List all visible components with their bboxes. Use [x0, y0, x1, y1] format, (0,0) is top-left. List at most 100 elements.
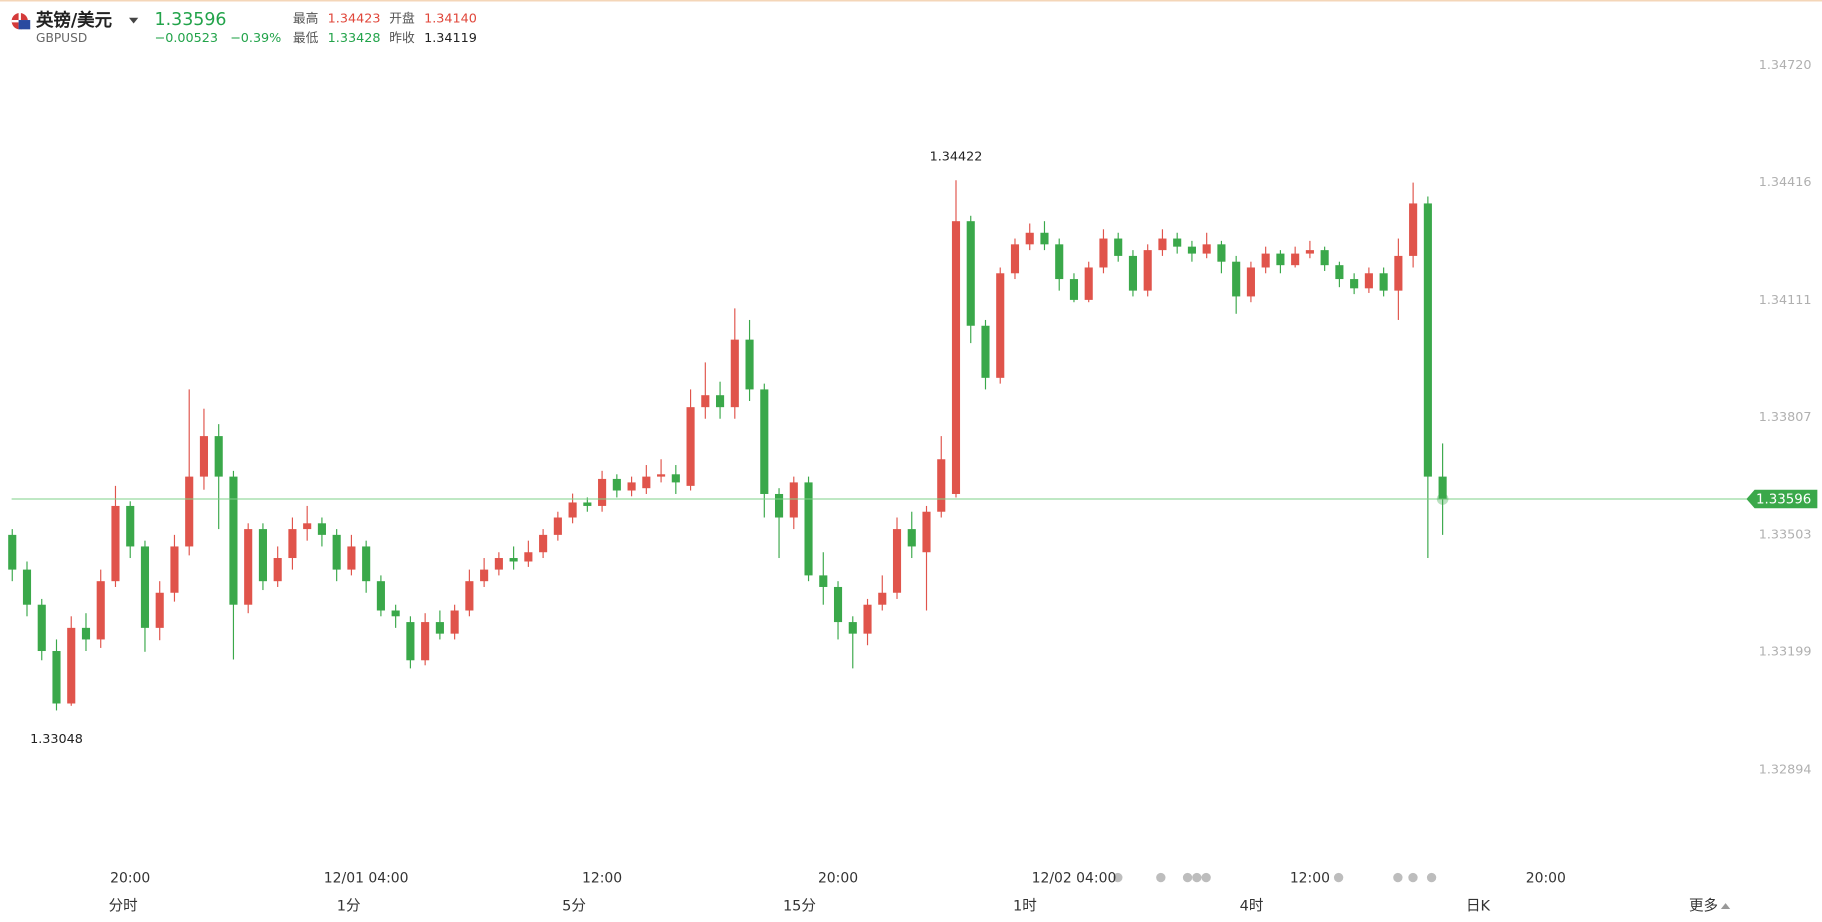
candle-body	[303, 523, 312, 530]
candle-body	[1409, 203, 1418, 256]
period-tab[interactable]: 1时	[1013, 898, 1037, 915]
candle-body	[1173, 238, 1182, 247]
candle-body	[612, 478, 621, 491]
candle-body	[421, 622, 430, 661]
candle-body	[892, 529, 902, 593]
candle-body	[1055, 244, 1064, 280]
candle-body	[1379, 273, 1388, 291]
candle-body	[922, 511, 931, 553]
candle-body	[450, 610, 459, 634]
candle-body	[480, 569, 489, 582]
candle-body	[170, 546, 179, 593]
candle-body	[863, 604, 872, 634]
candle-body	[1069, 279, 1079, 300]
change-pct: −0.39%	[230, 31, 281, 46]
stat-value: 1.34423	[328, 11, 381, 26]
candle-body	[716, 395, 725, 408]
candle-body	[362, 546, 371, 582]
candle-body	[22, 569, 32, 605]
candle-body	[1010, 244, 1020, 274]
candle-body	[126, 505, 135, 547]
x-tick-label: 12/02 04:00	[1032, 871, 1117, 887]
candle-body	[937, 459, 946, 512]
candle-body	[347, 546, 356, 570]
candle-body	[789, 482, 798, 518]
last-price-glow	[1436, 493, 1449, 505]
period-tab[interactable]: 日K	[1466, 899, 1491, 915]
dropdown-arrow[interactable]	[128, 17, 139, 24]
candle-body	[1423, 203, 1432, 477]
y-tick-label: 1.33199	[1759, 645, 1812, 660]
candle-body	[774, 493, 784, 518]
candle-body	[1084, 267, 1093, 300]
stat-label: 最高	[293, 10, 319, 26]
high-annotation: 1.34422	[930, 150, 983, 165]
candle-body	[553, 517, 562, 535]
period-tab[interactable]: 更多	[1689, 898, 1718, 915]
y-tick-label: 1.33503	[1759, 527, 1812, 542]
candle-body	[804, 482, 813, 576]
event-markers	[1113, 872, 1437, 883]
candle-body	[435, 622, 444, 634]
period-tab[interactable]: 1分	[337, 898, 361, 915]
candle-body	[568, 502, 577, 518]
candle-body	[671, 474, 680, 483]
candle-body	[981, 325, 990, 378]
period-tabs: 分时 1分 5分 15分 1时 4时 日K 更多	[109, 898, 1731, 915]
candle-body	[273, 558, 282, 582]
y-tick-label: 1.32894	[1759, 762, 1812, 777]
candle-body	[1320, 250, 1329, 266]
candle-body	[1128, 255, 1138, 291]
x-tick-label: 20:00	[1526, 871, 1566, 887]
candle-body	[1232, 261, 1241, 297]
more-arrow[interactable]	[1720, 903, 1731, 909]
x-tick-label: 12/01 04:00	[324, 871, 409, 887]
candle-body	[1143, 250, 1152, 291]
candle-body	[391, 610, 400, 617]
candle-body	[1099, 238, 1108, 268]
stat-label: 昨收	[389, 31, 415, 46]
last-price: 1.33596	[155, 10, 227, 30]
candle-body	[907, 529, 916, 547]
candle-body	[1305, 250, 1314, 254]
candle-body	[1187, 246, 1196, 254]
candle-body	[1202, 244, 1211, 254]
candle-body	[258, 529, 267, 582]
candle-body	[1025, 232, 1034, 245]
stat-value: 1.34140	[424, 11, 477, 26]
candle-body	[288, 529, 297, 559]
candle-body	[96, 581, 105, 640]
period-tab[interactable]: 4时	[1240, 898, 1264, 915]
candle-body	[1291, 253, 1300, 266]
price-tag	[1746, 489, 1818, 509]
candle-body	[1217, 244, 1226, 262]
stat-value: 1.34119	[424, 31, 477, 46]
x-tick-label: 12:00	[1290, 871, 1330, 887]
candle-body	[657, 474, 666, 477]
period-tab[interactable]: 分时	[109, 898, 138, 915]
candle-body	[111, 505, 120, 582]
candle-body	[1158, 238, 1167, 251]
flag-icon	[11, 13, 31, 30]
candle-body	[701, 395, 710, 408]
plot: 1.34720 1.34416 1.34111 1.33807 1.33503 1.331…	[8, 58, 1818, 887]
candle-body	[1040, 232, 1049, 245]
instrument-name: 英镑/美元	[36, 10, 113, 31]
candle-body	[37, 604, 46, 652]
candle-body	[627, 482, 636, 491]
candle-body	[1276, 253, 1285, 266]
candle-body	[199, 436, 209, 477]
candle-body	[1114, 238, 1123, 256]
candle-body	[1394, 255, 1403, 291]
candle-body	[494, 558, 503, 570]
period-tab[interactable]: 5分	[562, 898, 586, 915]
stat-label: 开盘	[389, 10, 415, 26]
candle-body	[642, 476, 651, 489]
x-tick-label: 20:00	[818, 871, 858, 887]
candle-body	[244, 529, 253, 605]
change: −0.00523	[155, 31, 219, 46]
y-tick-label: 1.34416	[1759, 175, 1812, 190]
candle-body	[598, 478, 607, 506]
candle-body	[524, 552, 533, 562]
period-tab[interactable]: 15分	[783, 898, 816, 915]
